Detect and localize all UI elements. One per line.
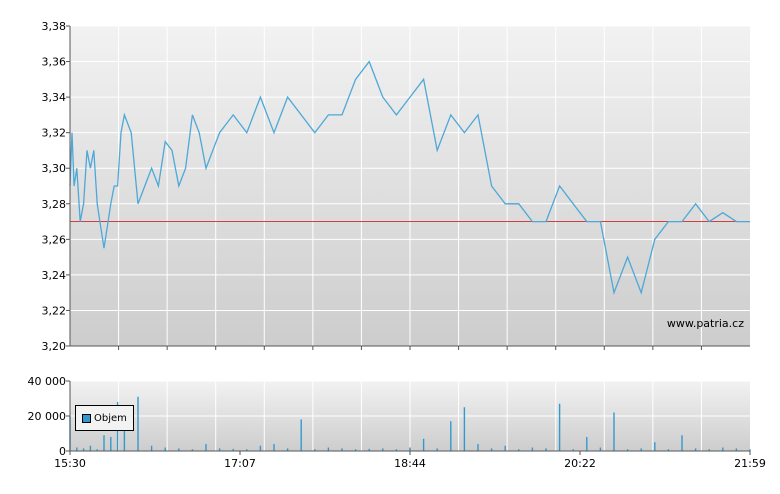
volume-bar — [572, 449, 574, 451]
volume-bar — [103, 435, 105, 451]
volume-bar — [626, 449, 629, 451]
x-tick-label: 17:07 — [224, 457, 256, 470]
volume-bar — [259, 445, 262, 451]
volume-bar — [694, 448, 697, 451]
price-grid — [66, 25, 750, 350]
volume-bar — [137, 396, 139, 451]
volume-bar — [667, 449, 670, 451]
volume-bar — [654, 442, 656, 451]
volume-bar — [96, 449, 98, 451]
volume-bar — [545, 448, 547, 451]
x-tick-label: 18:44 — [394, 457, 426, 470]
volume-y-tick-label: 20 000 — [28, 410, 67, 423]
volume-bar — [613, 412, 615, 451]
price-y-tick-label: 3,32 — [42, 127, 67, 140]
watermark: www.patria.cz — [667, 317, 744, 330]
volume-bar — [89, 445, 92, 451]
price-y-tick-label: 3,26 — [42, 233, 67, 246]
volume-bar — [708, 449, 710, 451]
price-y-tick-label: 3,24 — [42, 269, 67, 282]
volume-legend-label: Objem — [94, 412, 127, 424]
price-y-tick-label: 3,20 — [42, 340, 67, 353]
volume-legend: Objem — [75, 405, 134, 431]
volume-y-tick-labels: 0 20 000 40 000 — [28, 375, 67, 458]
price-line — [69, 60, 750, 296]
volume-bar — [450, 421, 452, 451]
volume-bar — [640, 448, 642, 451]
volume-bar — [722, 447, 724, 451]
volume-y-tick-label: 40 000 — [28, 375, 67, 388]
volume-bar — [735, 448, 738, 451]
volume-bar — [286, 448, 289, 451]
volume-bar — [504, 445, 506, 451]
volume-bar — [749, 449, 751, 451]
volume-bar — [531, 447, 534, 451]
x-tick-label: 15:30 — [54, 457, 86, 470]
volume-bar — [395, 449, 398, 451]
x-tick-label: 21:59 — [734, 457, 766, 470]
volume-bar — [681, 435, 683, 451]
volume-bar — [599, 447, 602, 451]
volume-bar — [436, 448, 438, 451]
volume-y-tick-label: 0 — [59, 445, 66, 458]
volume-bar — [178, 448, 180, 451]
price-y-tick-label: 3,34 — [42, 91, 67, 104]
volume-bar — [477, 444, 479, 451]
volume-bar — [110, 437, 112, 451]
price-y-tick-label: 3,36 — [42, 56, 67, 69]
price-y-tick-labels: 3,20 3,22 3,24 3,26 3,28 3,30 3,32 3,34 3,36 3,38 — [42, 20, 67, 353]
price-y-tick-label: 3,28 — [42, 198, 67, 211]
volume-bar — [409, 447, 411, 451]
volume-bar — [123, 412, 126, 451]
volume-x-tick-labels: 15:30 17:07 18:44 20:22 21:59 — [54, 451, 766, 470]
volume-bar — [218, 448, 221, 451]
volume-bar — [205, 444, 207, 451]
volume-bar — [246, 449, 248, 451]
volume-bar — [76, 447, 78, 451]
price-y-tick-label: 3,22 — [42, 304, 67, 317]
volume-bar — [586, 437, 588, 451]
volume-bar — [314, 449, 316, 451]
volume-bar — [273, 444, 275, 451]
volume-bar — [463, 407, 466, 451]
price-y-tick-label: 3,30 — [42, 162, 67, 175]
volume-bar — [191, 449, 194, 451]
volume-bar — [490, 448, 493, 451]
price-y-tick-label: 3,38 — [42, 20, 67, 33]
volume-bar — [82, 448, 85, 451]
volume-bar — [518, 449, 520, 451]
volume-bar — [164, 447, 166, 451]
volume-bar — [368, 448, 370, 451]
volume-bar — [300, 419, 302, 451]
volume-bar — [382, 448, 384, 451]
volume-bar — [232, 448, 234, 451]
volume-bar — [422, 438, 425, 451]
volume-bar — [341, 448, 343, 451]
volume-bar — [150, 445, 153, 451]
volume-bar — [327, 447, 330, 451]
volume-bar — [558, 403, 561, 451]
volume-legend-swatch — [82, 413, 91, 423]
x-tick-label: 20:22 — [564, 457, 596, 470]
volume-bar — [354, 449, 357, 451]
